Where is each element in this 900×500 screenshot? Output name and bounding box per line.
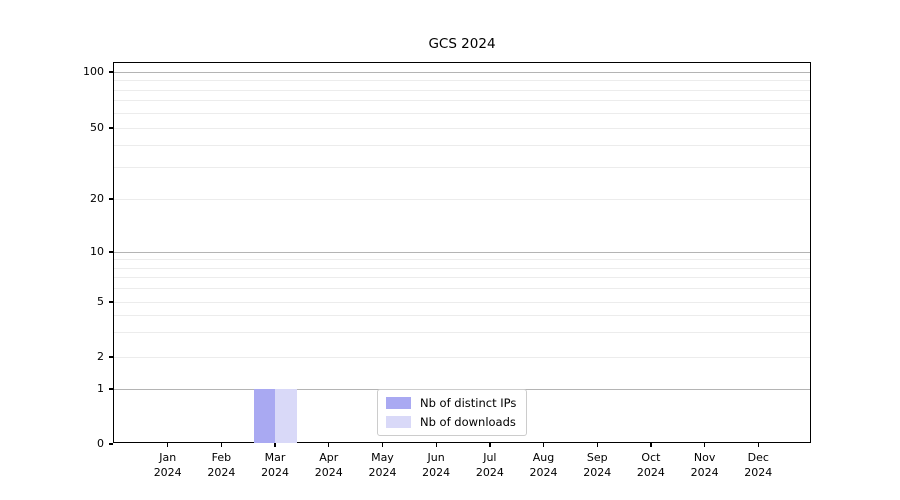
y-gridline-30 — [114, 167, 810, 169]
legend-swatch-downloads — [386, 416, 411, 428]
legend: Nb of distinct IPs Nb of downloads — [377, 389, 528, 436]
x-tick-label-aug: Aug 2024 — [529, 451, 558, 479]
y-tick-1 — [109, 388, 113, 390]
y-tick-100 — [109, 71, 113, 73]
y-gridline-20 — [114, 198, 810, 200]
bar-nb-of-distinct-ips-mar — [253, 389, 276, 443]
y-tick-0 — [109, 443, 113, 445]
x-tick-label-dec: Dec 2024 — [744, 451, 773, 479]
x-tick-label-feb: Feb 2024 — [207, 451, 236, 479]
y-gridline-40 — [114, 144, 810, 146]
x-tick-oct — [650, 443, 652, 447]
legend-swatch-distinct-ips — [386, 397, 411, 409]
y-gridline-2 — [114, 356, 810, 358]
x-tick-mar — [274, 443, 276, 447]
legend-item-downloads: Nb of downloads — [386, 415, 516, 429]
x-tick-label-oct: Oct 2024 — [636, 451, 665, 479]
x-tick-dec — [757, 443, 759, 447]
x-tick-label-jun: Jun 2024 — [422, 451, 451, 479]
chart-title: GCS 2024 — [428, 36, 496, 52]
y-gridline-4 — [114, 314, 810, 316]
y-tick-label-0: 0 — [97, 437, 104, 450]
x-tick-jan — [167, 443, 169, 447]
x-tick-label-sep: Sep 2024 — [583, 451, 612, 479]
y-tick-label-5: 5 — [97, 295, 104, 308]
y-tick-label-10: 10 — [90, 245, 104, 258]
x-tick-label-apr: Apr 2024 — [314, 451, 343, 479]
y-gridline-3 — [114, 332, 810, 334]
y-gridline-7 — [114, 277, 810, 279]
legend-label-downloads: Nb of downloads — [420, 415, 516, 429]
y-tick-label-50: 50 — [90, 121, 104, 134]
y-tick-5 — [109, 301, 113, 303]
bar-nb-of-downloads-mar — [275, 389, 297, 443]
x-tick-label-mar: Mar 2024 — [261, 451, 290, 479]
legend-item-distinct-ips: Nb of distinct IPs — [386, 396, 516, 410]
x-tick-label-may: May 2024 — [368, 451, 397, 479]
y-gridline-80 — [114, 89, 810, 91]
y-gridline-10 — [114, 251, 810, 253]
y-gridline-90 — [114, 80, 810, 81]
x-tick-label-nov: Nov 2024 — [690, 451, 719, 479]
y-gridline-8 — [114, 267, 810, 269]
x-tick-label-jan: Jan 2024 — [153, 451, 182, 479]
y-gridline-50 — [114, 127, 810, 129]
y-tick-label-100: 100 — [83, 65, 104, 78]
x-tick-label-jul: Jul 2024 — [475, 451, 504, 479]
y-gridline-5 — [114, 301, 810, 303]
y-gridline-70 — [114, 100, 810, 102]
x-tick-apr — [328, 443, 330, 447]
plot-area: Nb of distinct IPs Nb of downloads 100 50… — [83, 62, 811, 479]
y-tick-20 — [109, 198, 113, 200]
x-tick-jun — [435, 443, 437, 447]
y-gridline-60 — [114, 112, 810, 114]
x-tick-feb — [220, 443, 223, 447]
x-tick-nov — [704, 443, 706, 447]
y-tick-label-2: 2 — [97, 350, 104, 363]
y-tick-label-20: 20 — [90, 192, 104, 205]
legend-label-distinct-ips: Nb of distinct IPs — [420, 396, 517, 410]
x-tick-aug — [542, 443, 545, 447]
y-gridline-6 — [114, 288, 810, 290]
y-tick-50 — [109, 127, 113, 129]
x-tick-jul — [489, 443, 491, 447]
y-gridline-100 — [114, 71, 810, 73]
y-tick-10 — [109, 251, 113, 253]
y-gridline-9 — [114, 259, 810, 261]
x-tick-may — [381, 443, 384, 447]
y-tick-2 — [109, 356, 113, 358]
x-tick-sep — [596, 443, 598, 447]
y-tick-label-1: 1 — [97, 382, 104, 395]
